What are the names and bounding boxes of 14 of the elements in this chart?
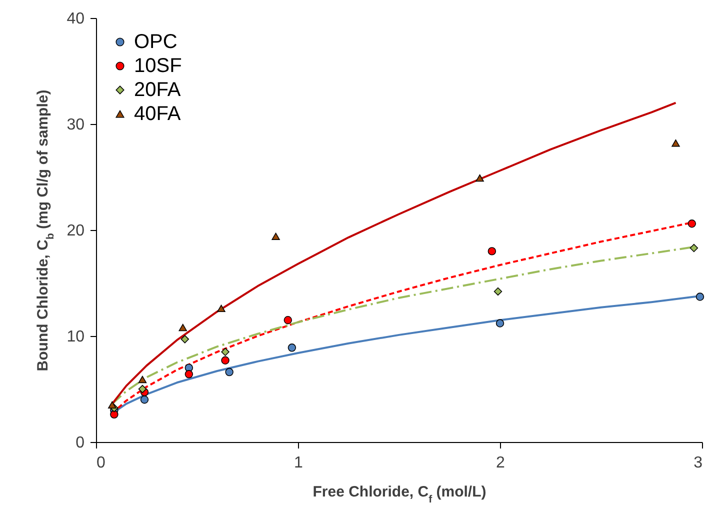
legend-label: 40FA <box>134 103 182 125</box>
y-tick-label: 10 <box>66 328 85 346</box>
legend-label: OPC <box>134 31 178 53</box>
y-tick-label: 0 <box>76 434 85 452</box>
x-tick-label: 1 <box>294 454 304 472</box>
y-tick-label: 30 <box>66 116 85 134</box>
x-tick-label: 0 <box>96 454 106 472</box>
y-tick-label: 40 <box>66 10 85 28</box>
y-tick-label: 20 <box>66 222 85 240</box>
x-axis-title: Free Chloride, C$_{f}$ (mol/L) <box>312 484 486 506</box>
x-tick-label: 2 <box>496 454 506 472</box>
legend-label: 20FA <box>134 79 182 101</box>
legend-label: 10SF <box>134 55 182 77</box>
x-tick-label: 3 <box>694 454 703 472</box>
